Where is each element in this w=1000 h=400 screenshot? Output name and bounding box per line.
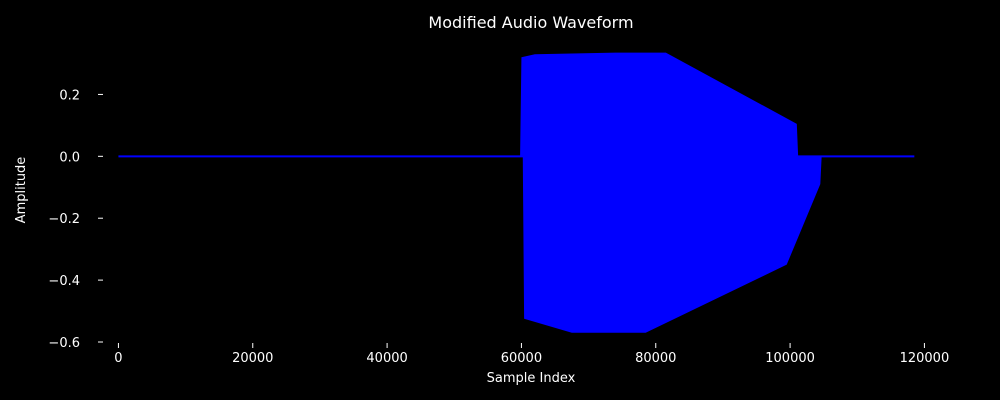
x-tick-label: 80000 (635, 351, 676, 366)
y-tick-label: 0.0 (59, 150, 80, 165)
x-tick-label: 100000 (765, 351, 815, 366)
x-tick-label: 0 (114, 351, 122, 366)
x-axis-label: Sample Index (487, 371, 576, 386)
chart-title: Modified Audio Waveform (428, 13, 633, 32)
waveform-envelope (118, 52, 915, 333)
x-tick-label: 20000 (232, 351, 273, 366)
plot-area (118, 52, 915, 333)
y-tick-label: 0.2 (59, 88, 80, 103)
x-axis: 0 20000 40000 60000 80000 100000 120000 (114, 343, 949, 366)
y-tick-label: −0.2 (48, 212, 80, 227)
y-axis: 0.2 0.0 −0.2 −0.4 −0.6 (48, 88, 103, 351)
x-tick-label: 60000 (501, 351, 542, 366)
y-tick-label: −0.6 (48, 336, 80, 351)
y-tick-label: −0.4 (48, 274, 80, 289)
x-tick-label: 40000 (366, 351, 407, 366)
y-axis-label: Amplitude (14, 157, 29, 224)
x-tick-label: 120000 (900, 351, 950, 366)
